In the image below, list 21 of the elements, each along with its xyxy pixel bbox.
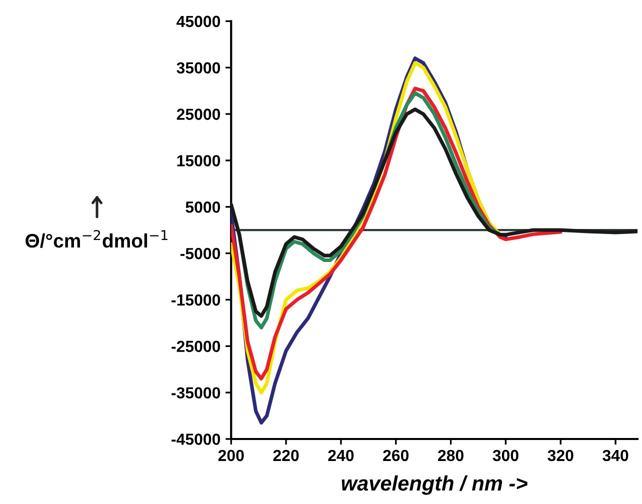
- y-axis-title: Θ/°cm$^{−2}$dmol$^{−1}$: [26, 230, 168, 248]
- x-tick-label: 240: [328, 450, 354, 462]
- x-axis-title: wavelength / nm ->: [342, 475, 528, 495]
- line-series: [231, 108, 638, 318]
- y-tick-label: 45000: [176, 16, 220, 28]
- x-tick-label: 340: [602, 450, 628, 462]
- x-tick-label: 260: [383, 450, 409, 462]
- y-tick-label: 35000: [176, 62, 220, 74]
- x-tick-label: 280: [438, 450, 464, 462]
- y-tick-label: -5000: [180, 248, 220, 260]
- x-tick-label: 320: [548, 450, 574, 462]
- x-tick-label: 200: [218, 450, 244, 462]
- y-tick-label: 5000: [186, 202, 220, 213]
- y-tick-label: -25000: [172, 340, 220, 352]
- y-tick-label: -15000: [172, 294, 220, 306]
- x-tick-label: 220: [273, 450, 299, 462]
- x-tick-label: 300: [492, 450, 518, 462]
- y-tick-label: 25000: [176, 108, 220, 120]
- y-tick-label: -45000: [172, 434, 220, 445]
- y-tick-label: 15000: [177, 155, 220, 166]
- y-tick-label: -35000: [172, 387, 220, 399]
